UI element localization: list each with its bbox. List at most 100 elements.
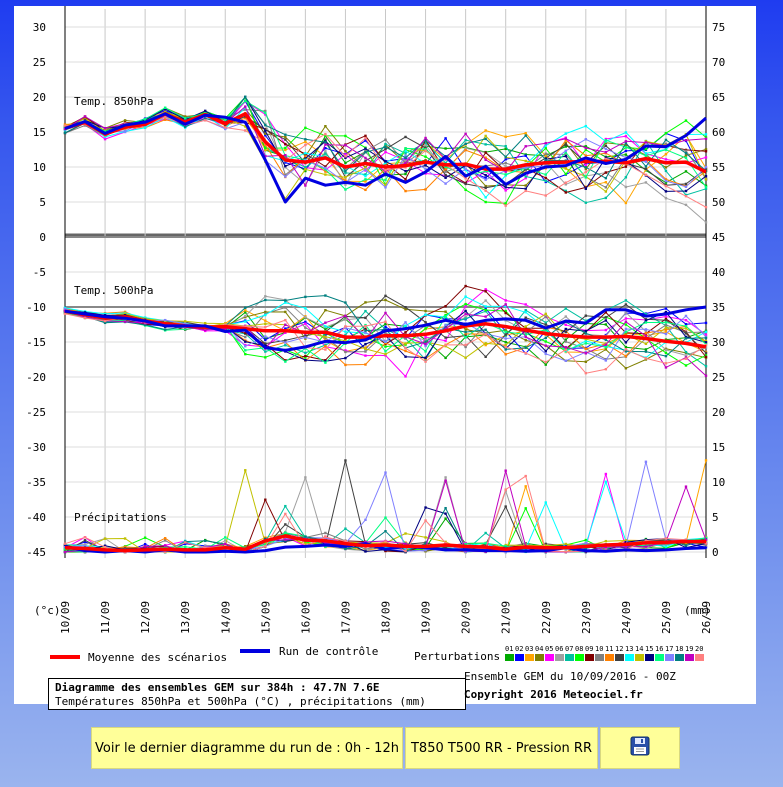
date-tick-label: 20/09 — [460, 601, 473, 634]
data-point — [504, 343, 507, 347]
data-point — [544, 544, 547, 547]
data-point — [564, 307, 567, 310]
save-button[interactable] — [600, 727, 680, 769]
data-point — [504, 309, 507, 313]
data-point — [664, 362, 668, 365]
data-point — [324, 141, 327, 144]
data-point — [524, 338, 527, 342]
data-point — [504, 345, 507, 349]
legend-perturbation-swatch — [675, 654, 684, 661]
chart-type-button[interactable]: T850 T500 RR - Pression RR — [405, 727, 598, 769]
right-unit-label: (mm) — [684, 604, 711, 617]
data-point — [604, 176, 608, 180]
data-point — [704, 165, 708, 169]
data-point — [644, 350, 648, 353]
data-point — [404, 149, 407, 153]
data-point — [183, 118, 187, 121]
data-point — [444, 137, 447, 140]
data-point — [464, 336, 467, 339]
data-point — [524, 187, 527, 191]
data-point — [544, 147, 547, 150]
data-point — [103, 135, 107, 139]
data-point — [244, 311, 247, 314]
data-point — [704, 221, 708, 224]
data-point — [304, 138, 307, 141]
data-point — [464, 330, 467, 334]
data-point — [384, 178, 387, 182]
data-point — [264, 132, 267, 135]
data-point — [664, 546, 668, 550]
data-point — [364, 136, 367, 140]
data-point — [684, 170, 688, 173]
data-point — [264, 134, 267, 137]
data-point — [644, 141, 648, 144]
data-point — [544, 312, 547, 316]
data-point — [244, 129, 247, 132]
data-point — [364, 309, 367, 313]
data-point — [123, 320, 127, 323]
data-point — [384, 516, 387, 519]
data-point — [183, 542, 187, 545]
data-point — [504, 311, 507, 315]
legend-perturbation-swatch — [585, 654, 594, 661]
chart-type-label: T850 T500 RR - Pression RR — [410, 740, 592, 756]
data-point — [564, 149, 567, 153]
data-point — [684, 203, 688, 207]
data-point — [624, 143, 628, 147]
data-point — [344, 153, 347, 156]
legend-perturbation-swatch — [575, 654, 584, 661]
data-point — [384, 530, 387, 533]
data-point — [544, 329, 547, 333]
data-point — [424, 519, 427, 522]
data-point — [384, 294, 387, 298]
data-point — [384, 160, 387, 163]
data-point — [304, 152, 307, 155]
right-tick-label: 20 — [712, 406, 725, 419]
data-point — [464, 309, 467, 313]
data-point — [444, 317, 447, 320]
data-point — [664, 169, 668, 173]
data-point — [704, 133, 708, 136]
data-point — [504, 204, 507, 207]
data-point — [504, 333, 507, 336]
right-tick-label: 35 — [712, 301, 725, 314]
data-point — [584, 186, 588, 189]
data-point — [304, 183, 307, 186]
data-point — [404, 342, 407, 345]
data-point — [424, 549, 427, 552]
data-point — [183, 541, 187, 544]
data-point — [424, 321, 427, 324]
legend-perturbation-swatch — [605, 654, 614, 661]
data-point — [464, 167, 467, 170]
data-point — [504, 173, 507, 176]
data-point — [304, 337, 307, 340]
data-point — [524, 331, 527, 334]
data-point — [504, 337, 507, 340]
data-point — [264, 543, 267, 546]
data-point — [504, 155, 507, 159]
data-point — [544, 501, 547, 504]
data-point — [304, 354, 307, 358]
data-point — [624, 311, 628, 314]
legend-mean-label: Moyenne des scénarios — [88, 651, 227, 664]
data-point — [424, 136, 427, 140]
data-point — [264, 310, 267, 314]
data-point — [364, 180, 367, 183]
ensemble-chart: 302520151050-5-10-15-20-25-30-35-40-4575… — [26, 6, 725, 664]
mean-precip-line — [64, 534, 706, 553]
data-point — [544, 156, 547, 160]
data-point — [364, 354, 367, 357]
data-point — [424, 327, 427, 330]
data-point — [284, 523, 287, 526]
data-point — [284, 359, 287, 362]
data-point — [224, 118, 227, 121]
data-point — [384, 540, 387, 543]
data-point — [664, 197, 668, 200]
right-tick-label: 60 — [712, 126, 725, 139]
data-point — [604, 472, 608, 476]
right-tick-label: 30 — [712, 336, 725, 349]
last-run-button[interactable]: Voir le dernier diagramme du run de : 0h… — [91, 727, 403, 769]
data-point — [624, 185, 628, 189]
data-point — [123, 128, 127, 131]
data-point — [284, 135, 287, 139]
